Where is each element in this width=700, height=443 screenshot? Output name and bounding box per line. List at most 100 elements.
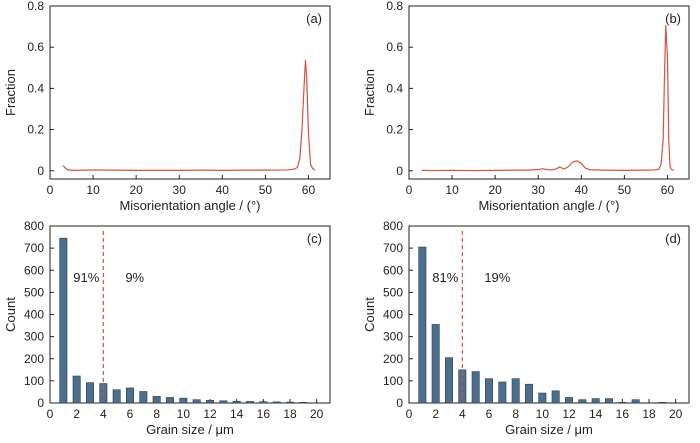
y-tick-label: 400 [24, 308, 44, 322]
histogram-bar [538, 392, 547, 404]
x-tick-label: 14 [230, 407, 244, 421]
x-tick-label: 0 [406, 183, 413, 197]
x-axis-label: Misorientation angle / (°) [478, 198, 619, 213]
panel-label: (b) [665, 11, 681, 26]
x-tick-label: 16 [257, 407, 271, 421]
y-tick-label: 0 [37, 164, 44, 178]
histogram-bar [605, 398, 613, 404]
x-tick-label: 20 [310, 407, 324, 421]
x-tick-label: 40 [575, 183, 589, 197]
chart-panel-4: 0 2 4 6 8 10 12 14 16 18 2001002003004005006007008… [362, 219, 690, 437]
y-tick-label: 200 [383, 352, 403, 366]
fraction-below-label: 81% [432, 270, 458, 285]
x-tick-label: 8 [512, 407, 519, 421]
histogram-bar [72, 375, 81, 404]
x-tick-label: 20 [129, 183, 143, 197]
plot-frame [49, 225, 331, 404]
y-tick-label: 0.8 [27, 0, 44, 13]
y-tick-label: 300 [383, 330, 403, 344]
x-tick-label: 50 [618, 183, 632, 197]
histogram-bar [139, 391, 148, 404]
chart-panel-2: 0 10 20 30 40 50 60 0 0.2 0.4 0.6 0.8 Misorientation… [362, 0, 690, 213]
y-tick-label: 700 [383, 241, 403, 255]
y-tick-label: 600 [383, 263, 403, 277]
histogram-bar [498, 381, 507, 404]
x-tick-label: 18 [642, 407, 656, 421]
histogram-bar [246, 401, 254, 404]
x-tick-label: 20 [669, 407, 683, 421]
x-tick-label: 4 [459, 407, 466, 421]
x-tick-label: 10 [86, 183, 100, 197]
x-tick-label: 10 [177, 407, 191, 421]
y-tick-label: 200 [24, 352, 44, 366]
fraction-above-label: 19% [484, 270, 510, 285]
y-tick-label: 700 [24, 241, 44, 255]
histogram-bar [485, 378, 493, 404]
chart-panel-1: 0 10 20 30 40 50 60 0 0.2 0.4 0.6 0.8 Misorientation… [3, 0, 331, 213]
histogram-bar [418, 246, 427, 404]
y-tick-label: 0 [396, 164, 403, 178]
y-tick-label: 0 [396, 396, 403, 410]
y-axis-label: Count [362, 297, 377, 332]
x-tick-label: 10 [536, 407, 550, 421]
histogram-bar [551, 390, 560, 404]
histogram-bar [618, 402, 627, 404]
y-tick-label: 0.6 [27, 40, 44, 54]
x-tick-label: 30 [173, 183, 187, 197]
histogram-bar [591, 398, 600, 404]
histogram-bar [631, 399, 640, 404]
histogram-bar [219, 400, 228, 404]
series-line [62, 59, 316, 171]
histogram-bar [179, 397, 188, 404]
x-tick-label: 10 [445, 183, 459, 197]
y-tick-label: 400 [383, 308, 403, 322]
histogram-bar [259, 401, 268, 404]
x-tick-label: 0 [47, 183, 54, 197]
y-axis-label: Fraction [3, 69, 18, 116]
fraction-above-label: 9% [125, 270, 144, 285]
x-tick-label: 0 [47, 407, 54, 421]
y-tick-label: 0.2 [27, 123, 44, 137]
panel-label: (a) [306, 11, 322, 26]
histogram-bar [152, 396, 161, 404]
histogram-bar [232, 400, 241, 404]
histogram-bar [471, 371, 480, 404]
histogram-bar [578, 399, 587, 404]
y-tick-label: 0.8 [386, 0, 403, 13]
x-tick-label: 14 [589, 407, 603, 421]
y-tick-label: 100 [24, 374, 44, 388]
y-tick-label: 800 [383, 219, 403, 233]
series-line [421, 24, 675, 172]
x-tick-label: 16 [616, 407, 630, 421]
histogram-bar [431, 324, 440, 404]
x-tick-label: 60 [302, 183, 316, 197]
histogram-bar [112, 389, 121, 404]
y-tick-label: 500 [383, 285, 403, 299]
y-tick-label: 0.4 [386, 81, 403, 95]
x-tick-label: 12 [562, 407, 576, 421]
histogram-bar [525, 383, 533, 404]
histogram-bar [658, 402, 667, 404]
plot-frame [408, 5, 690, 180]
x-tick-label: 40 [216, 183, 230, 197]
histogram-bar [59, 237, 68, 404]
x-tick-label: 2 [432, 407, 439, 421]
y-tick-label: 0.4 [27, 81, 44, 95]
histogram-bar [206, 400, 214, 404]
histogram-bar [565, 397, 573, 404]
x-tick-label: 50 [259, 183, 273, 197]
histogram-bar [86, 382, 94, 404]
x-tick-label: 6 [486, 407, 493, 421]
histogram-bar [286, 401, 294, 404]
x-tick-label: 4 [100, 407, 107, 421]
x-axis-label: Grain size / μm [505, 422, 593, 437]
histogram-bar [272, 401, 281, 404]
x-tick-label: 18 [283, 407, 297, 421]
x-tick-label: 0 [406, 407, 413, 421]
x-axis-label: Misorientation angle / (°) [119, 198, 260, 213]
x-axis-label: Grain size / μm [146, 422, 234, 437]
y-tick-label: 0.2 [386, 123, 403, 137]
x-tick-label: 12 [203, 407, 217, 421]
y-tick-label: 100 [383, 374, 403, 388]
